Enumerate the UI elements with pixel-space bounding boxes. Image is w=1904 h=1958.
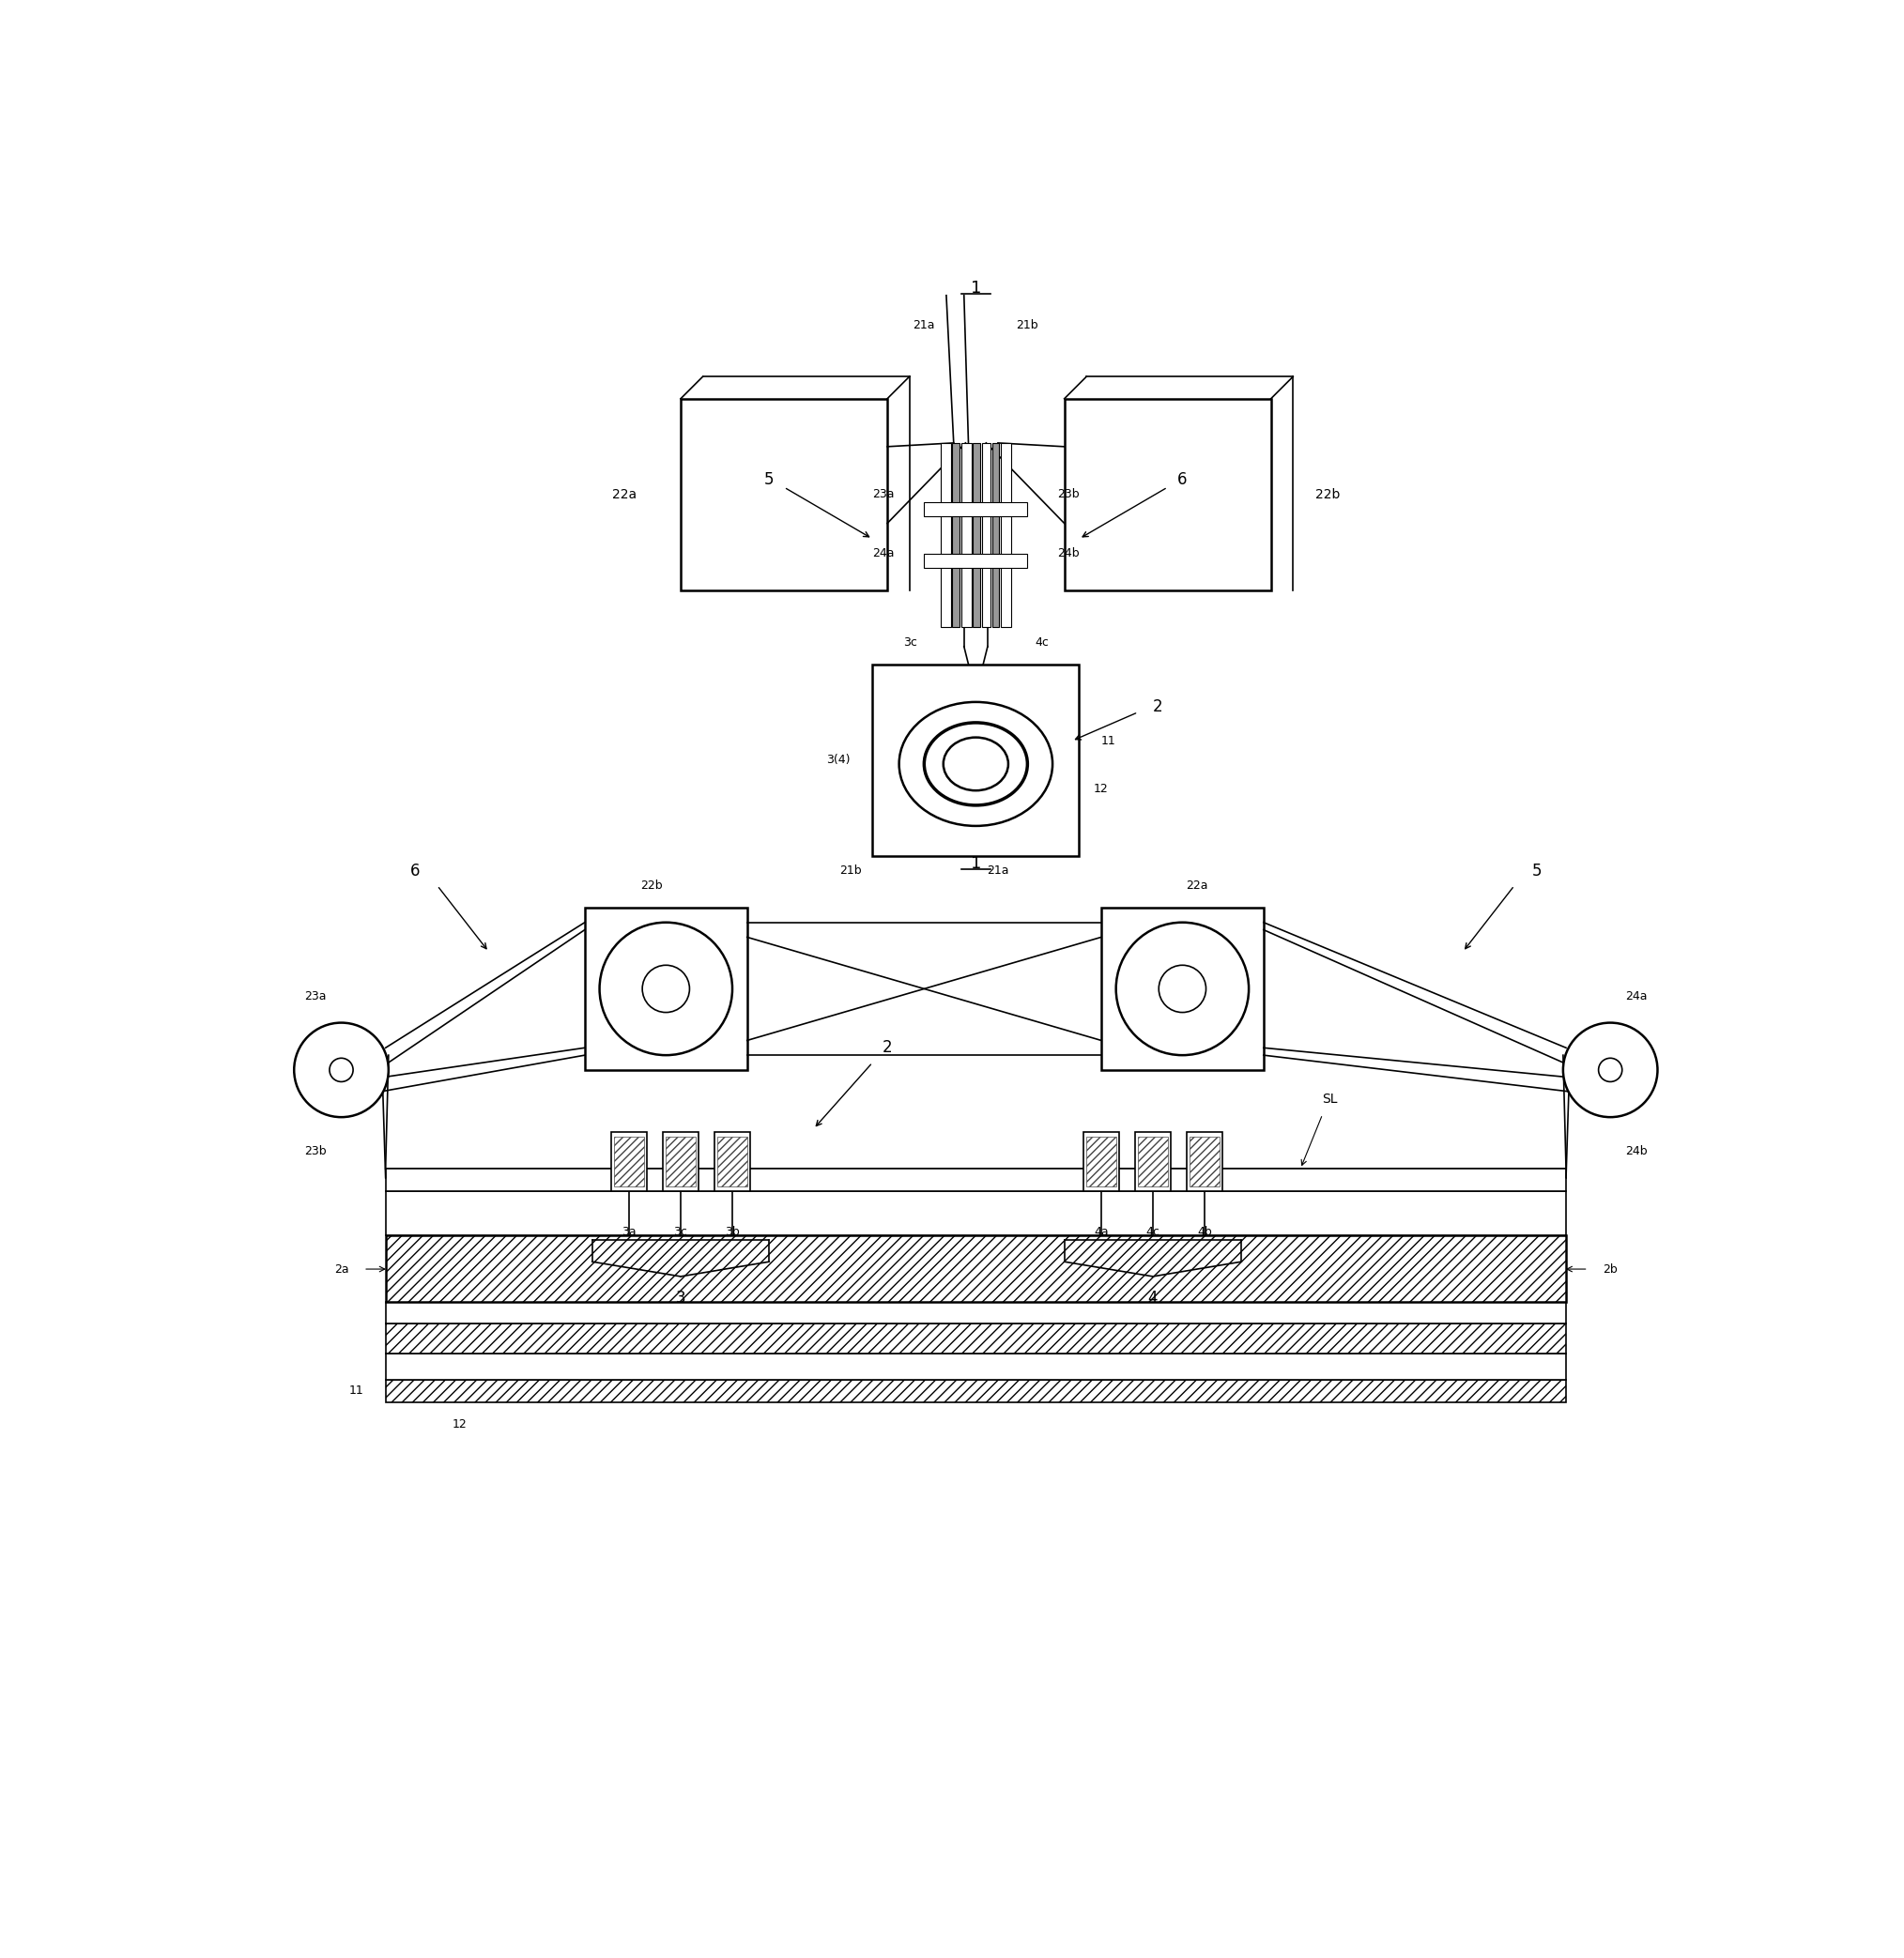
Bar bbox=[714, 1132, 750, 1190]
Text: 21b: 21b bbox=[1017, 319, 1038, 331]
Text: 22b: 22b bbox=[1316, 488, 1340, 501]
Circle shape bbox=[1160, 965, 1205, 1012]
Text: 3: 3 bbox=[676, 1290, 685, 1308]
Text: 24b: 24b bbox=[1057, 548, 1080, 560]
Text: 5: 5 bbox=[764, 472, 775, 488]
Text: 2: 2 bbox=[882, 1040, 893, 1055]
Bar bbox=[615, 1136, 644, 1187]
Bar bbox=[962, 443, 971, 627]
Text: 4: 4 bbox=[1148, 1290, 1158, 1308]
Bar bbox=[872, 664, 1080, 856]
Text: 2a: 2a bbox=[333, 1263, 348, 1275]
Bar bbox=[992, 443, 1000, 627]
Text: 2: 2 bbox=[1154, 697, 1163, 715]
Text: 3b: 3b bbox=[725, 1226, 741, 1237]
Text: 12: 12 bbox=[1093, 783, 1108, 795]
Text: 22a: 22a bbox=[1186, 879, 1209, 891]
Text: 24a: 24a bbox=[872, 548, 895, 560]
Ellipse shape bbox=[923, 723, 1028, 805]
Text: 24a: 24a bbox=[1626, 991, 1647, 1002]
Text: 23b: 23b bbox=[305, 1145, 327, 1157]
Text: 3(4): 3(4) bbox=[826, 754, 851, 766]
Text: 3c: 3c bbox=[674, 1226, 687, 1237]
Text: 6: 6 bbox=[409, 862, 421, 879]
Bar bbox=[941, 443, 950, 627]
Bar bbox=[1087, 1136, 1116, 1187]
Text: 12: 12 bbox=[451, 1418, 466, 1429]
Text: 4c: 4c bbox=[1146, 1226, 1160, 1237]
Bar bbox=[952, 443, 960, 627]
Text: 21a: 21a bbox=[986, 865, 1009, 877]
Text: 11: 11 bbox=[348, 1384, 364, 1396]
Bar bbox=[385, 1353, 1567, 1380]
Bar bbox=[718, 1136, 746, 1187]
Bar bbox=[682, 399, 887, 591]
Text: 1: 1 bbox=[971, 280, 981, 296]
Text: 21a: 21a bbox=[914, 319, 935, 331]
Bar bbox=[923, 554, 1028, 568]
Text: 3a: 3a bbox=[623, 1226, 636, 1237]
Ellipse shape bbox=[942, 738, 1009, 791]
Text: 3c: 3c bbox=[902, 636, 918, 648]
Bar bbox=[1190, 1136, 1219, 1187]
Bar bbox=[385, 1235, 1567, 1302]
Text: SL: SL bbox=[1321, 1093, 1339, 1106]
Bar bbox=[663, 1132, 699, 1190]
Text: 23b: 23b bbox=[1057, 488, 1080, 501]
Text: 21b: 21b bbox=[840, 865, 861, 877]
Text: 6: 6 bbox=[1177, 472, 1188, 488]
Bar bbox=[1139, 1136, 1167, 1187]
Text: 4b: 4b bbox=[1198, 1226, 1213, 1237]
Text: 23a: 23a bbox=[305, 991, 327, 1002]
Bar bbox=[1135, 1132, 1171, 1190]
Bar bbox=[385, 1302, 1567, 1324]
Text: 23a: 23a bbox=[872, 488, 895, 501]
Bar bbox=[385, 1169, 1567, 1190]
Bar bbox=[1083, 1132, 1120, 1190]
Bar bbox=[585, 909, 746, 1069]
Bar bbox=[385, 1380, 1567, 1402]
Text: 22b: 22b bbox=[640, 879, 663, 891]
Text: 4c: 4c bbox=[1036, 636, 1049, 648]
Text: 11: 11 bbox=[1101, 734, 1116, 748]
Bar bbox=[1002, 443, 1011, 627]
Text: 22a: 22a bbox=[611, 488, 636, 501]
Bar bbox=[1186, 1132, 1222, 1190]
Bar bbox=[385, 1324, 1567, 1353]
Circle shape bbox=[600, 922, 733, 1055]
Bar bbox=[1101, 909, 1264, 1069]
Bar bbox=[666, 1136, 695, 1187]
Bar bbox=[973, 443, 981, 627]
Circle shape bbox=[1599, 1057, 1622, 1081]
Bar bbox=[982, 443, 990, 627]
Bar bbox=[923, 501, 1028, 517]
Text: 2b: 2b bbox=[1603, 1263, 1618, 1275]
Circle shape bbox=[293, 1022, 388, 1118]
Circle shape bbox=[1116, 922, 1249, 1055]
Bar bbox=[1064, 399, 1272, 591]
Bar bbox=[385, 1190, 1567, 1235]
Circle shape bbox=[329, 1057, 352, 1081]
Circle shape bbox=[642, 965, 689, 1012]
Text: 1: 1 bbox=[971, 856, 981, 871]
Text: 5: 5 bbox=[1531, 862, 1542, 879]
Text: 4a: 4a bbox=[1095, 1226, 1108, 1237]
Bar bbox=[611, 1132, 647, 1190]
Circle shape bbox=[1563, 1022, 1658, 1118]
Text: 24b: 24b bbox=[1626, 1145, 1647, 1157]
Ellipse shape bbox=[899, 703, 1053, 826]
